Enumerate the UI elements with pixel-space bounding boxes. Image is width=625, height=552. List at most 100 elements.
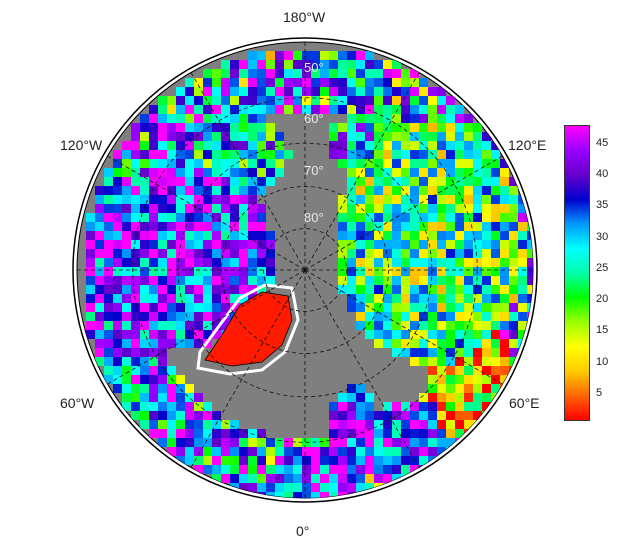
data-pixel [230,429,239,438]
data-pixel [374,213,383,222]
data-pixel [167,420,176,429]
data-pixel [356,267,365,276]
data-pixel [320,474,329,483]
data-pixel [122,393,131,402]
data-pixel [302,60,311,69]
data-pixel [248,150,257,159]
data-pixel [230,231,239,240]
data-pixel [329,132,338,141]
data-pixel [482,375,491,384]
data-pixel [149,420,158,429]
colorbar-tick-20: 20 [596,293,609,306]
data-pixel [437,123,446,132]
data-pixel [455,204,464,213]
data-pixel [410,204,419,213]
data-pixel [239,195,248,204]
data-pixel [311,465,320,474]
data-pixel [212,87,221,96]
data-pixel [275,474,284,483]
data-pixel [203,231,212,240]
data-pixel [203,132,212,141]
data-pixel [392,105,401,114]
data-pixel [455,105,464,114]
data-pixel [194,132,203,141]
data-pixel [419,267,428,276]
data-pixel [86,321,95,330]
data-pixel [203,249,212,258]
data-pixel [437,222,446,231]
data-pixel [419,141,428,150]
data-pixel [374,60,383,69]
data-pixel [203,195,212,204]
data-pixel [167,105,176,114]
data-pixel [419,348,428,357]
data-pixel [455,321,464,330]
data-pixel [176,285,185,294]
data-pixel [212,294,221,303]
data-pixel [383,141,392,150]
data-pixel [365,438,374,447]
data-pixel [401,294,410,303]
data-pixel [383,78,392,87]
data-pixel [482,366,491,375]
data-pixel [104,357,113,366]
data-pixel [365,447,374,456]
data-pixel [257,96,266,105]
data-pixel [284,51,293,60]
data-pixel [122,195,131,204]
data-pixel [338,465,347,474]
data-pixel [113,195,122,204]
data-pixel [473,168,482,177]
data-pixel [113,348,122,357]
data-pixel [356,204,365,213]
data-pixel [401,438,410,447]
data-pixel [446,357,455,366]
data-pixel [203,204,212,213]
data-pixel [248,114,257,123]
data-pixel [158,150,167,159]
data-pixel [329,105,338,114]
data-pixel [419,168,428,177]
data-pixel [356,132,365,141]
colorbar [564,125,590,421]
data-pixel [104,303,113,312]
data-pixel [410,168,419,177]
data-pixel [266,87,275,96]
data-pixel [482,186,491,195]
data-pixel [275,492,284,498]
data-pixel [149,402,158,411]
data-pixel [383,69,392,78]
data-pixel [95,195,104,204]
data-pixel [158,384,167,393]
data-pixel [410,438,419,447]
data-pixel [158,204,167,213]
data-pixel [149,393,158,402]
data-pixel [284,69,293,78]
data-pixel [473,393,482,402]
data-pixel [365,168,374,177]
data-pixel [140,339,149,348]
data-pixel [455,249,464,258]
data-pixel [374,312,383,321]
data-pixel [518,204,527,213]
data-pixel [131,357,140,366]
data-pixel [122,258,131,267]
lon-label-120w: 120°W [60,137,103,153]
data-pixel [347,240,356,249]
data-pixel [383,132,392,141]
data-pixel [446,204,455,213]
data-pixel [239,231,248,240]
data-pixel [410,87,419,96]
data-pixel [203,105,212,114]
data-pixel [131,168,140,177]
data-pixel [194,231,203,240]
data-pixel [491,312,500,321]
data-pixel [239,177,248,186]
data-pixel [149,150,158,159]
data-pixel [275,168,284,177]
data-pixel [383,411,392,420]
data-pixel [212,78,221,87]
data-pixel [149,258,158,267]
data-pixel [230,204,239,213]
data-pixel [140,384,149,393]
